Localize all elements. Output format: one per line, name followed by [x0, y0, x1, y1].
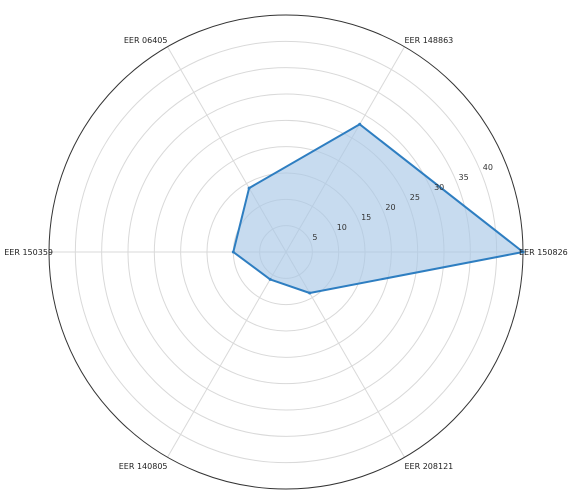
r-tick-label-5: 5 [312, 233, 317, 242]
data-layer [231, 122, 525, 295]
category-label-2: EER 06405 [124, 36, 168, 45]
r-tick-label-15: 15 [361, 213, 371, 222]
r-tick-label-40: 40 [483, 163, 493, 172]
series-area [232, 123, 524, 294]
category-label-3: EER 150359 [4, 248, 53, 257]
category-label-4: EER 140805 [119, 462, 168, 471]
category-label-5: EER 208121 [405, 462, 454, 471]
data-point-1 [358, 122, 362, 126]
data-point-2 [247, 186, 251, 190]
data-point-4 [268, 277, 272, 281]
r-tick-label-35: 35 [459, 173, 469, 182]
spoke-4 [167, 251, 287, 458]
radial-tick-labels: 5 10 15 20 25 30 35 40 [312, 163, 493, 242]
r-tick-label-30: 30 [434, 183, 444, 192]
category-label-1: EER 148863 [405, 36, 454, 45]
data-point-3 [231, 250, 235, 254]
data-point-0 [521, 250, 525, 254]
r-tick-label-20: 20 [385, 203, 395, 212]
r-tick-label-25: 25 [410, 193, 420, 202]
category-labels: EER 150826 EER 148863 EER 06405 EER 150359 E… [4, 36, 568, 471]
r-tick-label-10: 10 [337, 223, 347, 232]
category-label-0: EER 150826 [519, 248, 568, 257]
data-point-5 [308, 291, 312, 295]
